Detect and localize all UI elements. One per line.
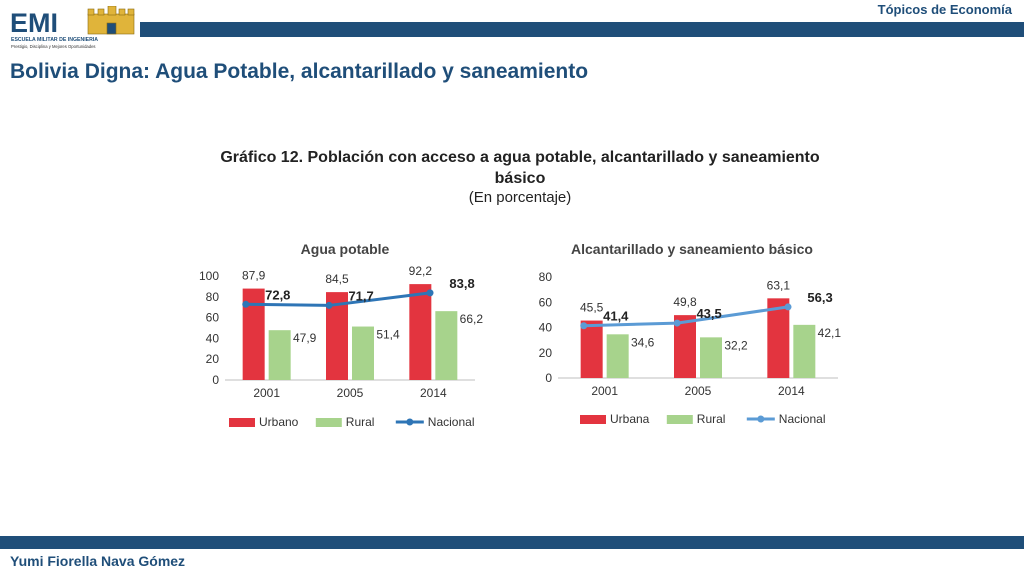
point-nacional bbox=[426, 289, 434, 297]
topic-label: Tópicos de Economía bbox=[877, 2, 1012, 17]
bar-rural bbox=[700, 337, 722, 378]
data-label-nacional: 71,7 bbox=[348, 288, 373, 303]
chart-agua-potable: Agua potable 0 20 40 60 80 100 87,9 47,9 2001 84,5… bbox=[199, 241, 484, 429]
y-tick-label: 60 bbox=[539, 295, 553, 309]
data-label-nacional: 72,8 bbox=[265, 287, 290, 302]
bar-rural bbox=[606, 334, 629, 378]
point-nacional bbox=[784, 303, 792, 311]
data-label-urbano: 84,5 bbox=[325, 272, 349, 286]
legend-swatch-urbana bbox=[580, 415, 606, 424]
legend-label-nacional: Nacional bbox=[779, 412, 826, 426]
data-label-urbana: 63,1 bbox=[767, 278, 791, 292]
bar-rural bbox=[793, 324, 816, 378]
y-tick-label: 60 bbox=[206, 311, 220, 325]
emi-logo: EMI ESCUELA MILITAR DE INGENIERIA Presti… bbox=[10, 6, 135, 50]
data-label-rural: 47,9 bbox=[293, 331, 317, 345]
legend-swatch-urbano bbox=[229, 418, 255, 427]
x-tick-label: 2005 bbox=[685, 384, 712, 398]
x-tick-label: 2001 bbox=[591, 384, 618, 398]
data-label-urbana: 49,8 bbox=[673, 295, 697, 309]
data-label-rural: 51,4 bbox=[376, 328, 400, 342]
x-tick-label: 2014 bbox=[420, 386, 447, 400]
figure-subtitle: (En porcentaje) bbox=[468, 189, 572, 206]
x-tick-label: 2014 bbox=[778, 384, 805, 398]
bar-urbana bbox=[580, 320, 603, 378]
data-label-urbana: 45,5 bbox=[580, 301, 604, 315]
data-label-rural: 34,6 bbox=[631, 335, 655, 349]
point-nacional bbox=[242, 300, 250, 308]
point-nacional bbox=[580, 322, 588, 330]
y-tick-label: 40 bbox=[539, 321, 553, 335]
y-tick-label: 20 bbox=[206, 352, 220, 366]
bar-urbana bbox=[674, 315, 696, 378]
footer-bar bbox=[0, 536, 1024, 549]
logo-line1: ESCUELA MILITAR DE INGENIERIA bbox=[11, 37, 98, 43]
castle-icon bbox=[87, 6, 135, 35]
y-tick-label: 20 bbox=[539, 346, 553, 360]
header-bar bbox=[140, 22, 1024, 37]
y-tick-label: 40 bbox=[206, 331, 220, 345]
legend-marker-nacional bbox=[757, 415, 765, 423]
bar-rural bbox=[435, 311, 458, 380]
y-tick-label: 80 bbox=[206, 290, 220, 304]
y-tick-label: 0 bbox=[545, 371, 552, 385]
legend-label-urbano: Urbano bbox=[259, 415, 299, 429]
data-label-urbano: 92,2 bbox=[409, 264, 433, 278]
bar-urbana bbox=[767, 298, 790, 378]
y-tick-label: 80 bbox=[539, 270, 553, 284]
data-label-urbano: 87,9 bbox=[242, 269, 266, 283]
legend-marker-nacional bbox=[406, 418, 414, 426]
slide-title: Bolivia Digna: Agua Potable, alcantarill… bbox=[10, 60, 589, 83]
legend-swatch-rural bbox=[666, 415, 693, 424]
author-name: Yumi Fiorella Nava Gómez bbox=[10, 553, 186, 569]
bar-urbano bbox=[409, 284, 432, 380]
x-tick-label: 2001 bbox=[253, 386, 280, 400]
chart-title: Agua potable bbox=[301, 241, 390, 257]
data-label-nacional: 41,4 bbox=[603, 309, 629, 324]
bar-urbano bbox=[326, 292, 348, 380]
logo-line2: Prestigio, Disciplina y Mejores Oportuni… bbox=[11, 44, 96, 49]
chart-alcantarillado: Alcantarillado y saneamiento básico 0 20 40… bbox=[539, 241, 842, 426]
data-label-nacional: 43,5 bbox=[696, 306, 721, 321]
bar-rural bbox=[352, 326, 374, 380]
data-label-rural: 66,2 bbox=[460, 312, 484, 326]
bar-rural bbox=[268, 330, 291, 380]
logo-text: EMI bbox=[10, 8, 58, 38]
y-tick-label: 0 bbox=[212, 373, 219, 387]
point-nacional bbox=[325, 301, 333, 309]
data-label-nacional: 56,3 bbox=[807, 290, 832, 305]
legend-label-urbana: Urbana bbox=[610, 412, 650, 426]
data-label-nacional: 83,8 bbox=[449, 276, 474, 291]
legend-swatch-rural bbox=[315, 418, 342, 427]
data-label-rural: 32,2 bbox=[724, 338, 748, 352]
x-tick-label: 2005 bbox=[337, 386, 364, 400]
point-nacional bbox=[673, 319, 681, 327]
y-tick-label: 100 bbox=[199, 269, 219, 283]
figure-title: Gráfico 12. Población con acceso a agua … bbox=[220, 149, 820, 187]
chart-title: Alcantarillado y saneamiento básico bbox=[571, 241, 813, 257]
data-label-rural: 42,1 bbox=[818, 326, 842, 340]
legend-label-rural: Rural bbox=[346, 415, 375, 429]
legend-label-rural: Rural bbox=[697, 412, 726, 426]
bar-urbano bbox=[242, 288, 265, 380]
legend-label-nacional: Nacional bbox=[428, 415, 475, 429]
